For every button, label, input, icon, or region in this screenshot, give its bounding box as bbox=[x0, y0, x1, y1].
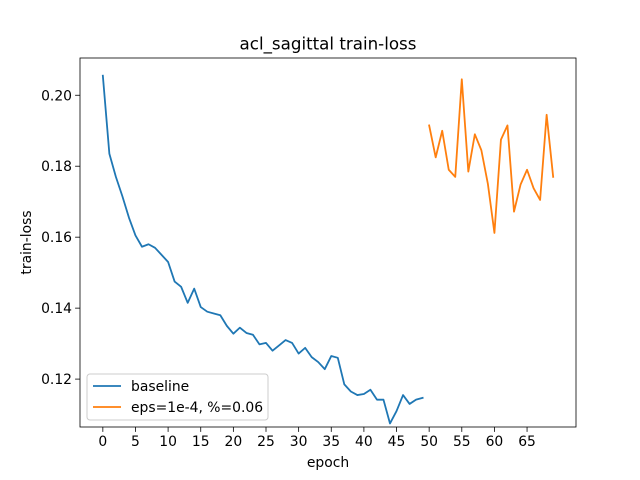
x-tick-label: 60 bbox=[486, 434, 504, 450]
x-tick-label: 5 bbox=[131, 434, 140, 450]
legend-label-eps: eps=1e-4, %=0.06 bbox=[131, 400, 263, 416]
x-tick-label: 35 bbox=[322, 434, 340, 450]
y-tick-label: 0.12 bbox=[41, 372, 72, 388]
legend-box bbox=[86, 373, 269, 421]
x-tick-label: 20 bbox=[225, 434, 243, 450]
legend-label-baseline: baseline bbox=[131, 379, 189, 395]
series-line-1 bbox=[428, 78, 555, 234]
x-tick-label: 65 bbox=[518, 434, 536, 450]
y-tick-label: 0.16 bbox=[41, 230, 72, 246]
chart-title: acl_sagittal train-loss bbox=[240, 34, 417, 55]
y-tick-label: 0.20 bbox=[41, 88, 72, 104]
x-tick-label: 30 bbox=[290, 434, 308, 450]
x-tick-label: 25 bbox=[257, 434, 275, 450]
series-line-0 bbox=[101, 74, 424, 425]
y-axis: 0.12 0.14 0.16 0.18 0.20 bbox=[41, 88, 80, 388]
x-tick-label: 0 bbox=[98, 434, 107, 450]
series-layer bbox=[101, 74, 555, 425]
y-tick-label: 0.18 bbox=[41, 159, 72, 175]
plot-frame bbox=[79, 57, 577, 428]
x-tick-label: 15 bbox=[192, 434, 210, 450]
legend: baseline eps=1e-4, %=0.06 bbox=[86, 373, 269, 421]
plot-area bbox=[79, 57, 577, 428]
y-tick-label: 0.14 bbox=[41, 301, 72, 317]
plot-background bbox=[80, 58, 576, 427]
y-axis-title: train-loss bbox=[19, 210, 35, 274]
x-tick-label: 45 bbox=[388, 434, 406, 450]
x-tick-label: 40 bbox=[355, 434, 373, 450]
x-tick-label: 10 bbox=[159, 434, 177, 450]
x-tick-label: 50 bbox=[420, 434, 438, 450]
x-axis: 0 5 10 15 20 25 30 35 40 45 50 55 60 65 bbox=[98, 427, 536, 450]
x-axis-title: epoch bbox=[307, 455, 349, 471]
x-tick-label: 55 bbox=[453, 434, 471, 450]
